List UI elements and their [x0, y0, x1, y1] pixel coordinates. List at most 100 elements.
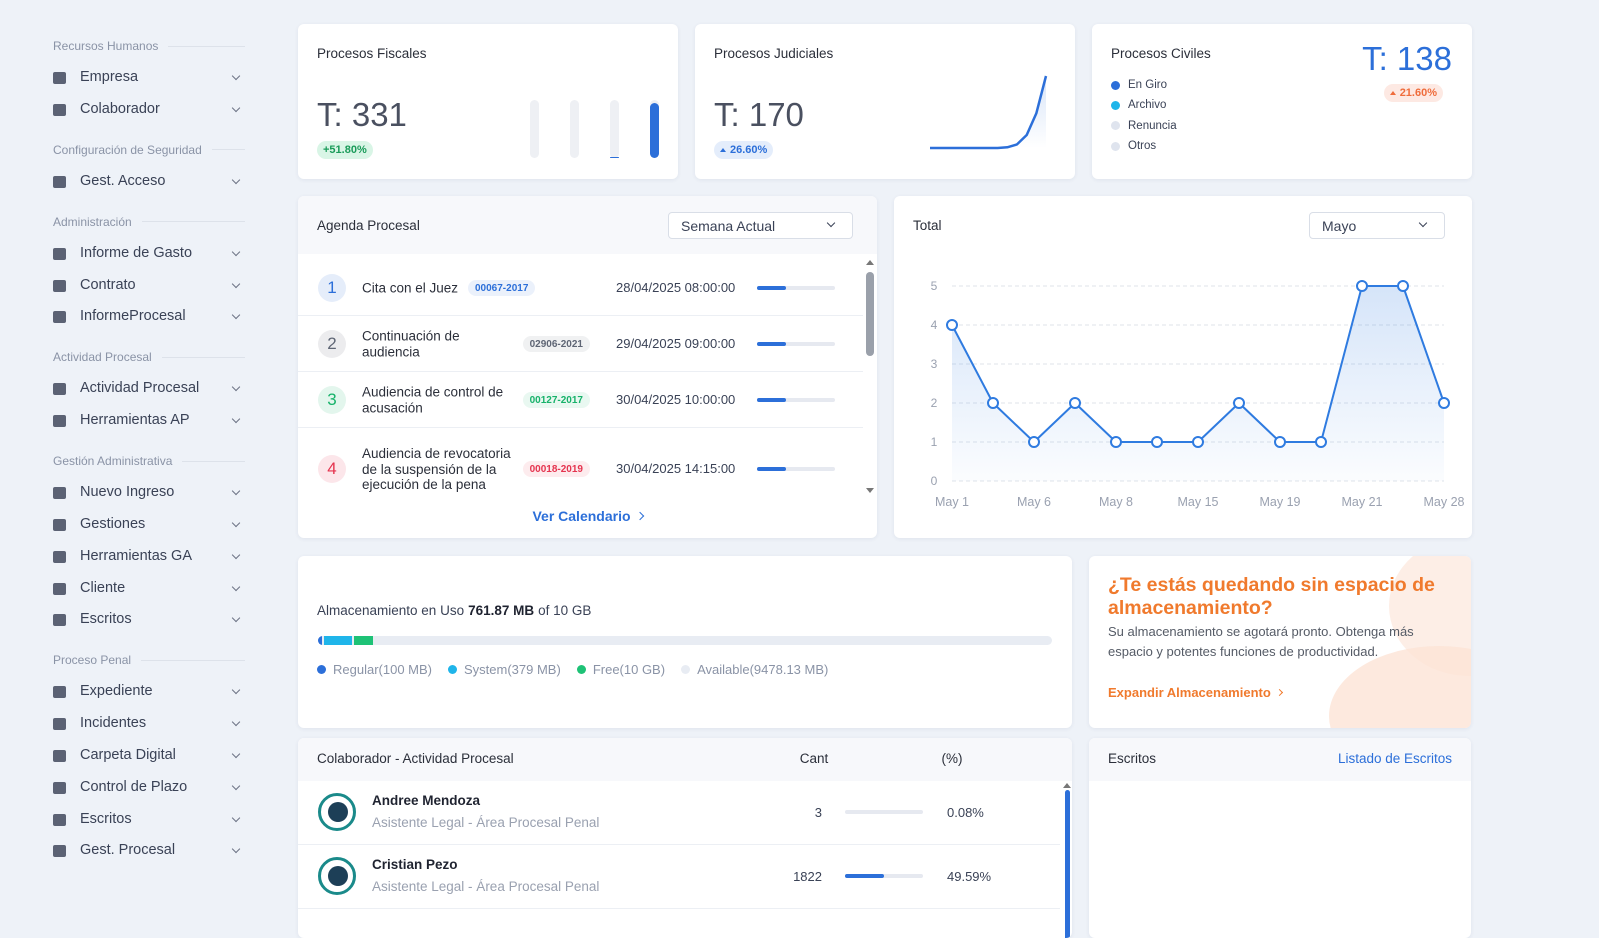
x-tick-label: May 28 [1424, 495, 1465, 509]
storage-total: of 10 GB [538, 603, 591, 618]
dashboard: Recursos Humanos Empresa Colaborador Config… [0, 0, 1599, 910]
nav-item[interactable]: Herramientas AP [53, 410, 245, 432]
chevron [232, 487, 240, 495]
nav-label: Gest. Acceso [80, 173, 165, 189]
nav-item[interactable]: Actividad Procesal [53, 378, 245, 400]
storage-track [318, 636, 1052, 645]
person-name: Cristian Pezo [372, 857, 458, 872]
promo-link[interactable]: Expandir Almacenamiento [1108, 685, 1282, 700]
calendar-link[interactable]: Ver Calendario [298, 508, 877, 524]
progress [757, 398, 786, 402]
legend-dot [1111, 81, 1120, 90]
point [1275, 437, 1285, 447]
legend-label: Otros [1128, 140, 1156, 152]
y-tick-label: 2 [931, 396, 938, 410]
nav-item[interactable]: Escritos [53, 609, 245, 631]
person-role: Asistente Legal - Área Procesal Penal [372, 815, 599, 830]
nav-item[interactable]: Contrato [53, 275, 245, 297]
nav-item[interactable]: Gest. Procesal [53, 840, 245, 862]
nav-icon [53, 750, 66, 762]
card-title: Escritos [1108, 751, 1156, 766]
nav-label: Herramientas AP [80, 412, 190, 428]
nav-item[interactable]: Herramientas GA [53, 546, 245, 568]
legend-dot [1111, 101, 1120, 110]
card-total: T: 138 [1362, 40, 1452, 78]
point [1316, 437, 1326, 447]
nav-label: Escritos [80, 811, 132, 827]
select[interactable]: Semana Actual [668, 212, 853, 239]
storage-segment [324, 636, 352, 645]
nav-item[interactable]: Colaborador [53, 99, 245, 121]
storage-segment [354, 636, 372, 645]
number-badge: 3 [318, 386, 346, 414]
nav-label: Gest. Procesal [80, 842, 175, 858]
nav-label: Herramientas GA [80, 548, 192, 564]
nav-item[interactable]: Gest. Acceso [53, 171, 245, 193]
nav-icon [53, 845, 66, 857]
x-tick-label: May 8 [1099, 495, 1133, 509]
section-title: Configuración de Seguridad [53, 143, 202, 157]
nav-item[interactable]: Escritos [53, 809, 245, 831]
nav-item[interactable]: InformeProcesal [53, 306, 245, 328]
section-rule [142, 221, 245, 222]
number-badge: 2 [318, 330, 346, 358]
legend-dot [317, 665, 326, 674]
point [1398, 281, 1408, 291]
point [988, 398, 998, 408]
nav-icon [53, 614, 66, 626]
nav-item[interactable]: Expediente [53, 681, 245, 703]
legend-item: Regular(100 MB) [317, 662, 432, 677]
nav-item[interactable]: Cliente [53, 578, 245, 600]
count: 3 [815, 805, 822, 820]
nav-icon [53, 686, 66, 698]
progress [757, 286, 786, 290]
legend-item: Renuncia [1111, 120, 1177, 132]
chevron [232, 383, 240, 391]
nav-item[interactable]: Gestiones [53, 514, 245, 536]
chevron [232, 519, 240, 527]
legend-item: En Giro [1111, 79, 1167, 91]
nav-label: Empresa [80, 69, 138, 85]
agenda-title: Audiencia de control de acusación [362, 385, 512, 416]
nav-item[interactable]: Incidentes [53, 713, 245, 735]
nav-item[interactable]: Empresa [53, 67, 245, 89]
scroll-up [866, 260, 874, 265]
number-badge: 4 [318, 455, 346, 483]
legend-item: Otros [1111, 140, 1156, 152]
nav-label: InformeProcesal [80, 308, 186, 324]
writings-link[interactable]: Listado de Escritos [1338, 751, 1452, 766]
point [1070, 398, 1080, 408]
section-header: Recursos Humanos [53, 38, 245, 54]
point [1029, 437, 1039, 447]
promo-text: Su almacenamiento se agotará pronto. Obt… [1108, 622, 1438, 662]
nav-icon [53, 782, 66, 794]
legend-label: Archivo [1128, 99, 1166, 111]
count: 1822 [793, 869, 822, 884]
agenda-date: 30/04/2025 14:15:00 [616, 461, 735, 476]
chevron [232, 686, 240, 694]
chevron [232, 104, 240, 112]
nav-icon [53, 415, 66, 427]
progress [757, 342, 786, 346]
bar-track [610, 100, 619, 158]
y-tick-label: 0 [931, 474, 938, 488]
legend-dot [1111, 142, 1120, 151]
nav-item[interactable]: Carpeta Digital [53, 745, 245, 767]
section-title: Gestión Administrativa [53, 454, 172, 468]
nav-item[interactable]: Control de Plazo [53, 777, 245, 799]
nav-item[interactable]: Informe de Gasto [53, 243, 245, 265]
nav-item[interactable]: Nuevo Ingreso [53, 482, 245, 504]
bar-track [530, 100, 539, 158]
x-tick-label: May 21 [1342, 495, 1383, 509]
link-chevron [1276, 689, 1283, 696]
point [1439, 398, 1449, 408]
badge-text: 21.60% [1400, 87, 1437, 99]
chevron [232, 718, 240, 726]
column-header: (%) [922, 751, 982, 766]
